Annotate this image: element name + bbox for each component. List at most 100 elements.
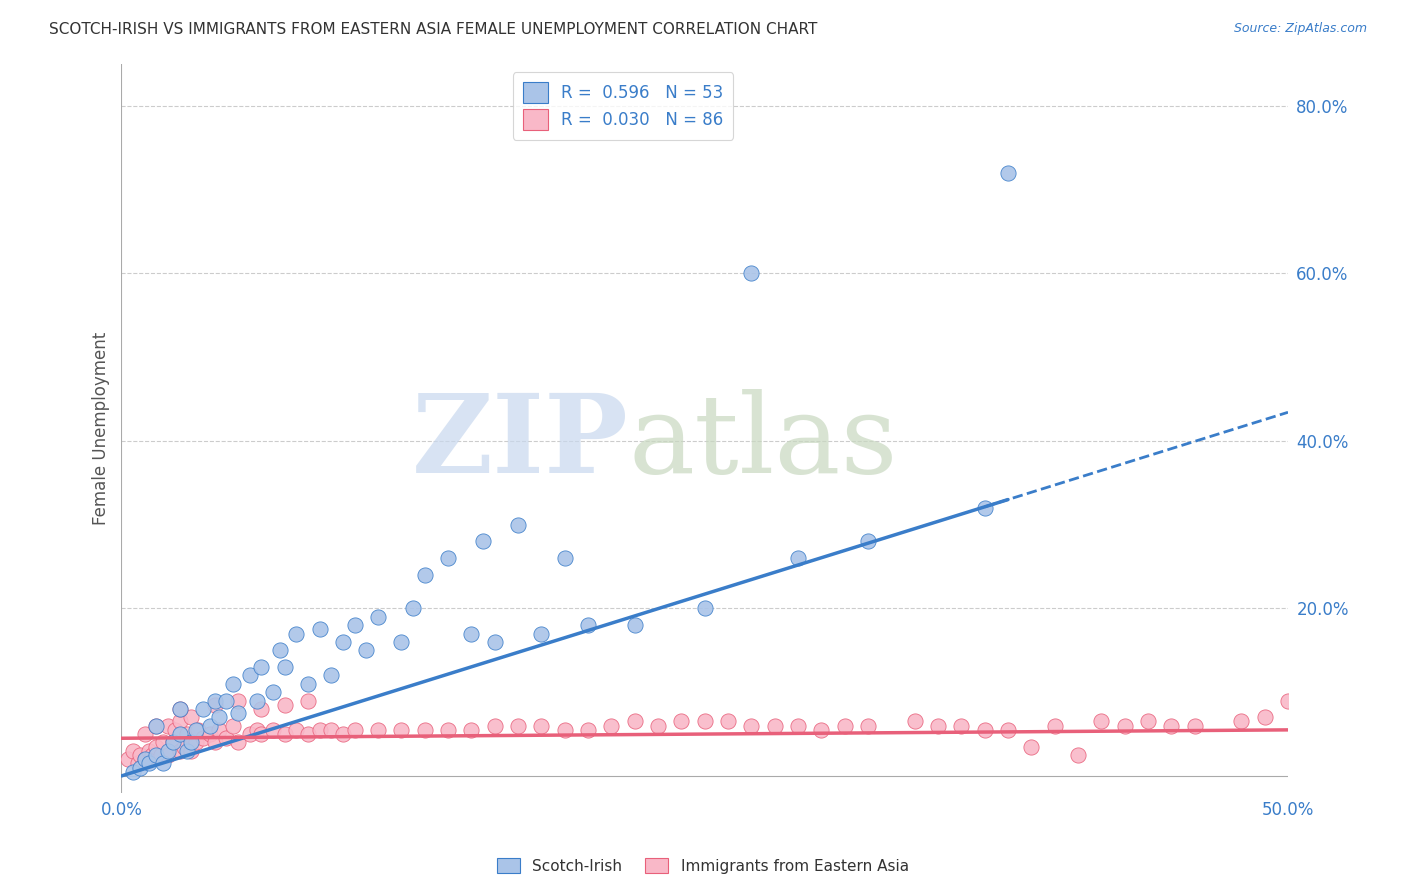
Point bbox=[246, 723, 269, 737]
Point bbox=[1230, 714, 1253, 729]
Legend: R =  0.596   N = 53, R =  0.030   N = 86: R = 0.596 N = 53, R = 0.030 N = 86 bbox=[513, 72, 734, 140]
Point bbox=[437, 551, 460, 566]
Point bbox=[145, 739, 167, 754]
Point bbox=[297, 693, 319, 707]
Point bbox=[145, 747, 167, 762]
Point bbox=[129, 747, 152, 762]
Point bbox=[184, 735, 207, 749]
Point bbox=[145, 719, 167, 733]
Point bbox=[740, 719, 762, 733]
Point bbox=[1277, 693, 1299, 707]
Point bbox=[810, 723, 832, 737]
Point bbox=[180, 735, 202, 749]
Point bbox=[162, 735, 184, 749]
Point bbox=[973, 500, 995, 515]
Point bbox=[204, 693, 226, 707]
Point bbox=[169, 714, 191, 729]
Point bbox=[285, 723, 308, 737]
Text: SCOTCH-IRISH VS IMMIGRANTS FROM EASTERN ASIA FEMALE UNEMPLOYMENT CORRELATION CHA: SCOTCH-IRISH VS IMMIGRANTS FROM EASTERN … bbox=[49, 22, 817, 37]
Point bbox=[127, 756, 149, 771]
Point bbox=[169, 702, 191, 716]
Point bbox=[460, 723, 482, 737]
Point bbox=[226, 735, 249, 749]
Text: ZIP: ZIP bbox=[412, 390, 628, 497]
Point bbox=[997, 723, 1019, 737]
Point bbox=[506, 517, 529, 532]
Point bbox=[623, 618, 645, 632]
Point bbox=[356, 643, 378, 657]
Point bbox=[973, 723, 995, 737]
Point bbox=[262, 685, 284, 699]
Point bbox=[321, 723, 343, 737]
Point bbox=[763, 719, 786, 733]
Point bbox=[1090, 714, 1112, 729]
Point bbox=[1137, 714, 1160, 729]
Point bbox=[460, 626, 482, 640]
Point bbox=[484, 635, 506, 649]
Point bbox=[191, 731, 214, 746]
Point bbox=[215, 693, 238, 707]
Point bbox=[269, 643, 291, 657]
Point bbox=[1160, 719, 1182, 733]
Point bbox=[122, 744, 145, 758]
Point bbox=[246, 693, 269, 707]
Point bbox=[138, 756, 160, 771]
Point bbox=[250, 727, 273, 741]
Point bbox=[262, 723, 284, 737]
Point bbox=[169, 727, 191, 741]
Point bbox=[184, 723, 207, 737]
Point bbox=[162, 735, 184, 749]
Point bbox=[169, 702, 191, 716]
Text: Source: ZipAtlas.com: Source: ZipAtlas.com bbox=[1233, 22, 1367, 36]
Point bbox=[134, 752, 156, 766]
Point bbox=[321, 668, 343, 682]
Point bbox=[198, 727, 221, 741]
Text: atlas: atlas bbox=[628, 390, 898, 497]
Point bbox=[671, 714, 693, 729]
Point bbox=[138, 744, 160, 758]
Legend: Scotch-Irish, Immigrants from Eastern Asia: Scotch-Irish, Immigrants from Eastern As… bbox=[491, 852, 915, 880]
Point bbox=[647, 719, 669, 733]
Point bbox=[239, 668, 262, 682]
Point bbox=[169, 744, 191, 758]
Point bbox=[150, 747, 173, 762]
Point bbox=[274, 727, 297, 741]
Point bbox=[239, 727, 262, 741]
Point bbox=[484, 719, 506, 733]
Point bbox=[600, 719, 623, 733]
Point bbox=[530, 626, 553, 640]
Point bbox=[856, 719, 879, 733]
Point bbox=[1184, 719, 1206, 733]
Point bbox=[222, 677, 245, 691]
Point bbox=[332, 727, 354, 741]
Point bbox=[134, 752, 156, 766]
Point bbox=[554, 723, 576, 737]
Point bbox=[530, 719, 553, 733]
Point bbox=[274, 698, 297, 712]
Point bbox=[129, 760, 152, 774]
Point bbox=[297, 677, 319, 691]
Point bbox=[173, 739, 195, 754]
Point bbox=[554, 551, 576, 566]
Point bbox=[215, 731, 238, 746]
Point bbox=[834, 719, 856, 733]
Point bbox=[1114, 719, 1136, 733]
Point bbox=[204, 735, 226, 749]
Point bbox=[787, 719, 810, 733]
Point bbox=[740, 267, 762, 281]
Point bbox=[180, 744, 202, 758]
Point bbox=[134, 727, 156, 741]
Point bbox=[198, 719, 221, 733]
Point bbox=[180, 710, 202, 724]
Point bbox=[343, 723, 366, 737]
Point bbox=[157, 747, 180, 762]
Point bbox=[152, 735, 174, 749]
Point bbox=[413, 568, 436, 582]
Point bbox=[297, 727, 319, 741]
Point bbox=[226, 693, 249, 707]
Point bbox=[1043, 719, 1066, 733]
Point bbox=[472, 534, 495, 549]
Point bbox=[693, 714, 716, 729]
Point bbox=[165, 723, 187, 737]
Point bbox=[950, 719, 973, 733]
